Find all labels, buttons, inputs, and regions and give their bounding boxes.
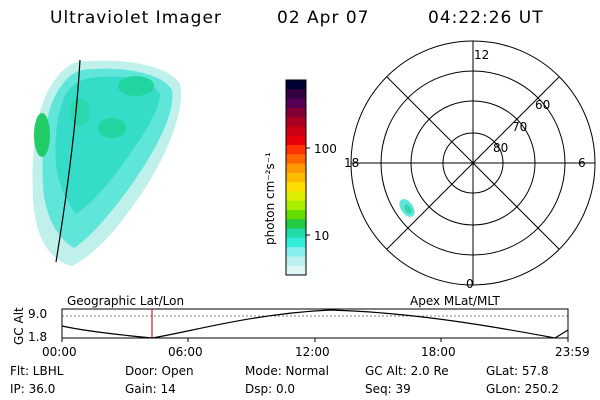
timeline-xtick-2359: 23:59 <box>555 345 590 359</box>
colorbar-segment <box>286 154 306 165</box>
mlt-label-6: 6 <box>578 156 586 170</box>
status-glon: GLon: 250.2 <box>486 382 559 396</box>
colorbar-tick-100: 100 <box>314 142 337 156</box>
status-door: Door: Open <box>125 364 194 378</box>
colorbar-segment <box>286 228 306 239</box>
timeline-xtick-1200: 12:00 <box>295 345 330 359</box>
timeline-xtick-0600: 06:00 <box>168 345 203 359</box>
timeline-ytick-bottom: 1.8 <box>28 330 48 344</box>
colorbar-segment <box>286 89 306 100</box>
colorbar-segment <box>286 265 306 276</box>
status-glat: GLat: 57.8 <box>486 364 549 378</box>
colorbar-segment <box>286 172 306 183</box>
terminator-line <box>55 59 81 263</box>
status-gain: Gain: 14 <box>125 382 176 396</box>
colorbar-segment <box>286 107 306 118</box>
timeline-ytick-top: 9.0 <box>28 307 48 321</box>
mlt-label-12: 12 <box>474 48 490 62</box>
colorbar-tick-10: 10 <box>314 229 330 243</box>
instrument-title: Ultraviolet Imager <box>50 8 222 28</box>
colorbar-segment <box>286 80 306 90</box>
colorbar-segment <box>286 200 306 211</box>
timeline-right-title: Apex MLat/MLT <box>410 294 500 308</box>
timeline-xtick-0000: 00:00 <box>42 345 77 359</box>
uv-earth-image <box>32 59 182 266</box>
polar-grid <box>350 40 596 286</box>
status-gc-alt: GC Alt: 2.0 Re <box>365 364 449 378</box>
lat-label-80: 80 <box>493 141 509 155</box>
colorbar-segment <box>286 219 306 230</box>
status-seq: Seq: 39 <box>365 382 411 396</box>
color-scale-bar <box>285 79 310 276</box>
colorbar-segment <box>286 126 306 137</box>
timeline-y-axis-title: GC Alt <box>12 307 26 345</box>
colorbar-segment <box>286 237 306 248</box>
observation-date: 02 Apr 07 <box>277 8 370 28</box>
colorbar-segment <box>286 163 306 174</box>
colorbar-segment <box>286 256 306 267</box>
colorbar-segment <box>286 247 306 257</box>
timeline-left-title: Geographic Lat/Lon <box>67 294 185 308</box>
observation-time: 04:22:26 UT <box>428 8 544 28</box>
colorbar-segment <box>286 135 306 146</box>
altitude-curve <box>61 309 569 339</box>
mlt-label-0: 0 <box>466 277 474 291</box>
colorbar-segment <box>286 210 306 220</box>
aurora-blob <box>399 199 415 217</box>
status-filter: Flt: LBHL <box>10 364 64 378</box>
lat-label-70: 70 <box>512 120 528 134</box>
colorbar-segment <box>286 182 306 192</box>
altitude-timeline <box>61 308 569 342</box>
colorbar-border <box>285 79 307 276</box>
status-ip: IP: 36.0 <box>10 382 56 396</box>
status-dsp: Dsp: 0.0 <box>245 382 296 396</box>
mlt-label-18: 18 <box>344 156 360 170</box>
timeline-xtick-1800: 18:00 <box>421 345 456 359</box>
colorbar-segment <box>286 117 306 127</box>
colorbar-segment <box>286 145 306 155</box>
lat-label-60: 60 <box>535 98 551 112</box>
colorbar-segment <box>286 98 306 109</box>
colorbar-segment <box>286 191 306 202</box>
status-mode: Mode: Normal <box>245 364 329 378</box>
colorbar-unit-label: photon cm⁻²s⁻¹ <box>263 152 277 245</box>
